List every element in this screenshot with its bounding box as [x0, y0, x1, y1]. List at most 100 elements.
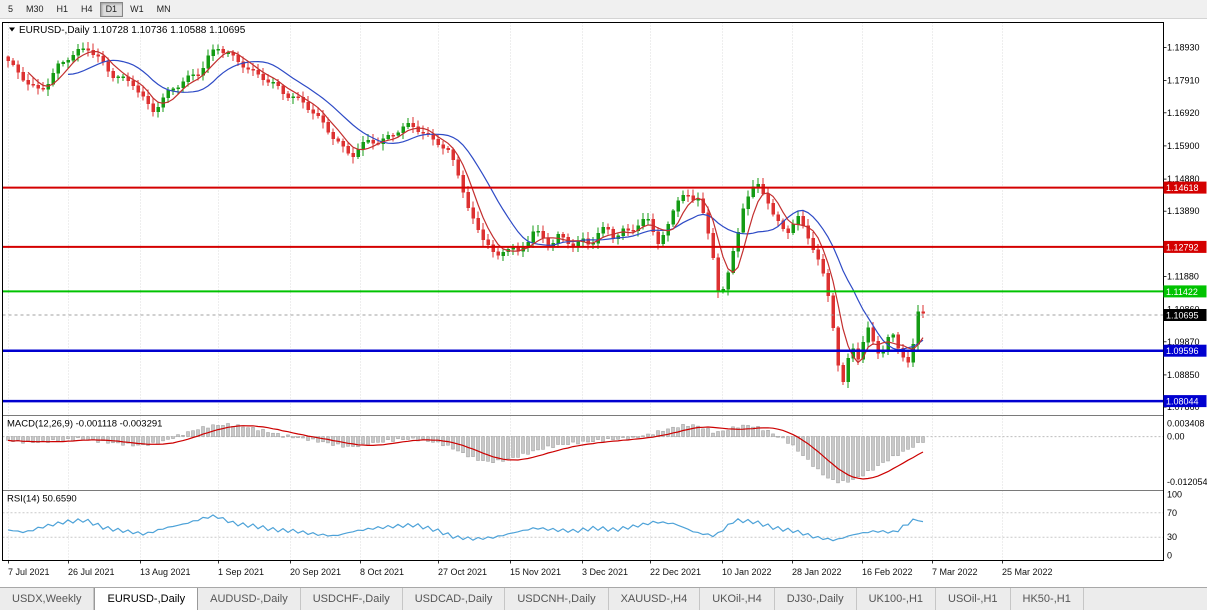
candle-body — [771, 202, 775, 215]
candle-body — [536, 230, 540, 233]
macd-histogram-bar — [561, 436, 565, 445]
candle-body — [896, 334, 900, 349]
macd-histogram-bar — [866, 436, 870, 471]
macd-histogram-bar — [781, 436, 785, 439]
macd-histogram-bar — [791, 436, 795, 446]
macd-histogram-bar — [911, 436, 915, 448]
macd-histogram-bar — [526, 436, 530, 455]
rsi-axis-label: 100 — [1167, 490, 1182, 500]
macd-histogram-bar — [266, 432, 270, 437]
candle-body — [461, 174, 465, 193]
macd-histogram-bar — [831, 436, 835, 480]
macd-histogram-bar — [291, 436, 295, 439]
candle-body — [676, 200, 680, 212]
tab-eurusd-daily[interactable]: EURUSD-,Daily — [94, 588, 199, 610]
tab-usdx-weekly[interactable]: USDX,Weekly — [0, 588, 95, 610]
macd-histogram-bar — [56, 436, 60, 442]
tab-audusd-daily[interactable]: AUDUSD-,Daily — [198, 588, 301, 610]
timeframe-toolbar: 5 M30 H1 H4 D1 W1 MN — [0, 0, 1207, 19]
price-level-badge-text: 1.12792 — [1166, 242, 1199, 252]
timeframe-button-mn[interactable]: MN — [151, 2, 177, 17]
macd-histogram-bar — [256, 430, 260, 437]
macd-histogram-bar — [576, 436, 580, 445]
candle-body — [306, 102, 310, 111]
macd-histogram-bar — [121, 436, 125, 446]
macd-histogram-bar — [41, 436, 45, 441]
macd-histogram-bar — [26, 436, 30, 442]
candle-body — [291, 96, 295, 99]
candle-body — [406, 122, 410, 128]
timeframe-button-w1[interactable]: W1 — [124, 2, 150, 17]
macd-histogram-bar — [571, 436, 575, 443]
macd-histogram-bar — [201, 426, 205, 437]
macd-histogram-bar — [731, 426, 735, 437]
macd-histogram-bar — [16, 436, 20, 441]
macd-histogram-bar — [861, 436, 865, 477]
macd-histogram-bar — [471, 436, 475, 457]
timeframe-button-m30[interactable]: M30 — [20, 2, 50, 17]
candle-body — [441, 144, 445, 149]
chart-area[interactable]: 1.18930 1.17910 1.16920 1.15900 1.14880 1.138… — [0, 19, 1207, 587]
candle-body — [21, 72, 25, 81]
candle-body — [6, 56, 10, 62]
chart-dropdown-icon[interactable] — [9, 27, 15, 32]
candle-body — [501, 251, 505, 256]
candle-body — [806, 225, 810, 239]
price-axis-label: 1.16920 — [1167, 108, 1200, 118]
tab-xauusd-h4[interactable]: XAUUSD-,H4 — [609, 588, 701, 610]
candle-body — [151, 103, 155, 113]
candle-body — [821, 259, 825, 274]
candle-body — [431, 134, 435, 140]
candle-body — [276, 82, 280, 87]
candle-body — [641, 219, 645, 227]
candle-body — [411, 122, 415, 128]
macd-histogram-bar — [486, 436, 490, 462]
candle-body — [801, 215, 805, 226]
candle-body — [871, 327, 875, 342]
candle-body — [256, 70, 260, 75]
candle-body — [81, 48, 85, 50]
candle-body — [866, 327, 870, 343]
candle-body — [686, 194, 690, 197]
macd-histogram-bar — [226, 423, 230, 437]
macd-histogram-bar — [701, 428, 705, 437]
timeframe-button-h4[interactable]: H4 — [75, 2, 99, 17]
candle-body — [136, 85, 140, 93]
candle-body — [121, 76, 125, 79]
macd-histogram-bar — [661, 431, 665, 437]
macd-histogram-bar — [801, 436, 805, 456]
candle-body — [86, 48, 90, 51]
timeframe-button-d1[interactable]: D1 — [99, 1, 124, 17]
tab-uk100-h1[interactable]: UK100-,H1 — [857, 588, 937, 610]
candle-body — [176, 87, 180, 90]
timeframe-button-h1[interactable]: H1 — [51, 2, 75, 17]
tab-usoil-h1[interactable]: USOil-,H1 — [936, 588, 1011, 610]
macd-histogram-bar — [871, 436, 875, 471]
candle-body — [261, 73, 265, 80]
date-label: 28 Jan 2022 — [792, 567, 842, 577]
tab-usdcnh-daily[interactable]: USDCNH-,Daily — [505, 588, 609, 610]
macd-histogram-bar — [161, 436, 165, 442]
price-level-badge — [1163, 395, 1207, 408]
tab-usdcad-daily[interactable]: USDCAD-,Daily — [403, 588, 506, 610]
macd-histogram-bar — [606, 436, 610, 439]
macd-histogram-bar — [186, 431, 190, 437]
macd-histogram-bar — [546, 436, 550, 447]
candle-body — [131, 80, 135, 87]
candle-body — [586, 238, 590, 245]
candle-body — [681, 194, 685, 201]
timeframe-button-5[interactable]: 5 — [2, 2, 19, 17]
tab-usdchf-daily[interactable]: USDCHF-,Daily — [301, 588, 403, 610]
tab-ukoil-h4[interactable]: UKOil-,H4 — [700, 588, 775, 610]
candle-body — [766, 193, 770, 204]
candle-body — [391, 134, 395, 137]
tab-dj30-daily[interactable]: DJ30-,Daily — [775, 588, 857, 610]
macd-histogram-bar — [596, 436, 600, 440]
tab-hk50-h1[interactable]: HK50-,H1 — [1011, 588, 1084, 610]
candle-body — [31, 83, 35, 86]
macd-histogram-bar — [716, 431, 720, 437]
price-level-badge — [1163, 285, 1207, 298]
macd-histogram-bar — [66, 436, 70, 440]
macd-histogram-bar — [691, 424, 695, 437]
macd-histogram-bar — [396, 436, 400, 440]
